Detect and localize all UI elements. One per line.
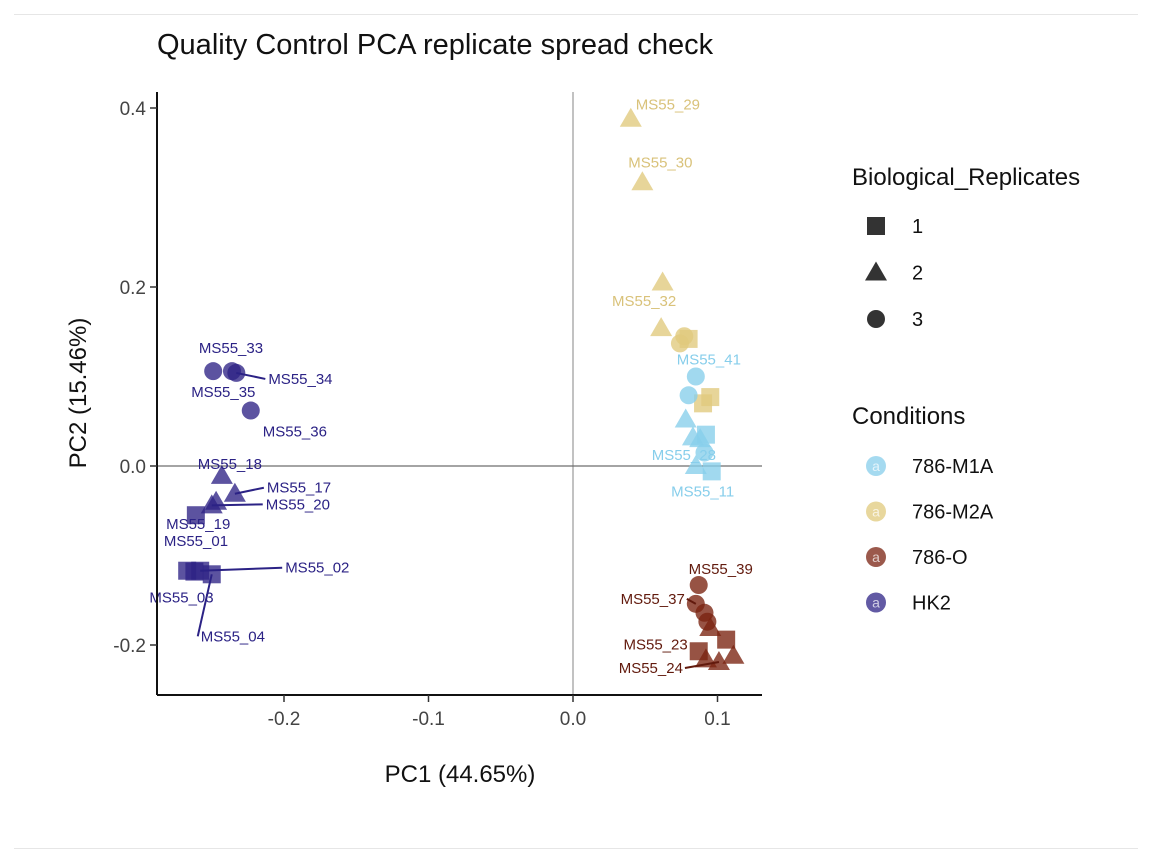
data-point	[674, 408, 697, 428]
data-point	[699, 616, 722, 636]
data-point	[241, 401, 260, 420]
x-tick-label: 0.0	[560, 709, 586, 730]
legend-color-label: 786-M2A	[912, 502, 994, 524]
color-legend: a 786-M1A a 786-M2A a 786-O a HK2	[866, 456, 994, 615]
data-point	[631, 171, 654, 191]
y-tick-label: 0.4	[120, 99, 147, 120]
data-point	[686, 367, 705, 386]
legend-color-swatch	[866, 547, 886, 567]
point-label: MS55_03	[149, 590, 213, 607]
point-label: MS55_11	[671, 483, 734, 500]
data-point	[679, 386, 698, 405]
point-label: MS55_37	[621, 591, 685, 608]
x-tick-label: -0.1	[412, 709, 445, 730]
data-point	[185, 562, 204, 581]
legend-color-swatch	[866, 456, 886, 476]
point-label: MS55_36	[263, 424, 327, 441]
point-label: MS55_23	[623, 636, 687, 653]
data-point	[670, 334, 689, 353]
reference-lines	[157, 92, 762, 695]
point-label: MS55_01	[164, 533, 228, 550]
legend-glyph: a	[872, 549, 880, 565]
point-label: MS55_32	[612, 293, 676, 310]
point-label: MS55_41	[677, 352, 741, 369]
data-point	[200, 494, 223, 514]
label-leader-line	[211, 503, 263, 507]
legend-shape-label: 2	[912, 263, 923, 285]
x-axis-title: PC1 (44.65%)	[385, 761, 536, 788]
legend-glyph: a	[872, 504, 880, 520]
label-leader-line	[236, 371, 266, 380]
top-frame-line	[14, 14, 1138, 15]
data-points	[178, 107, 745, 671]
axes	[156, 92, 762, 696]
shape-legend: 1 2 3	[865, 216, 923, 331]
y-axis-title: PC2 (15.46%)	[65, 318, 92, 469]
point-label: MS55_17	[267, 480, 331, 497]
data-point	[223, 482, 246, 502]
label-leader-line	[200, 566, 283, 572]
label-leader-line	[684, 661, 720, 669]
point-label: MS55_30	[628, 154, 692, 171]
chart-title: Quality Control PCA replicate spread che…	[157, 29, 714, 61]
y-tick-label: 0.2	[120, 278, 146, 299]
point-label: MS55_33	[199, 340, 263, 357]
color-legend-title: Conditions	[852, 403, 965, 430]
data-point	[651, 271, 674, 291]
y-tick-label: -0.2	[113, 636, 146, 657]
legend-shape-square	[867, 217, 885, 235]
point-label: MS55_34	[268, 371, 332, 388]
legend-glyph: a	[872, 458, 880, 474]
data-point	[707, 651, 730, 671]
x-ticks: -0.2 -0.1 0.0 0.1	[268, 695, 731, 730]
data-point	[702, 462, 721, 481]
legend-shape-label: 1	[912, 216, 923, 238]
data-point	[650, 317, 673, 337]
point-label: MS55_20	[266, 496, 330, 513]
label-leader-line	[234, 486, 265, 495]
label-leader-line	[196, 574, 213, 637]
point-label: MS55_24	[619, 660, 683, 677]
legend-shape-circle	[867, 310, 885, 328]
legend-color-label: 786-O	[912, 547, 968, 569]
data-point	[210, 464, 233, 484]
point-label: MS55_04	[201, 628, 265, 645]
data-point	[684, 455, 707, 474]
data-point	[694, 394, 713, 413]
x-tick-label: 0.1	[704, 709, 730, 730]
legend-color-label: 786-M1A	[912, 456, 994, 478]
label-leader-line	[686, 597, 697, 605]
point-label: MS55_18	[198, 456, 262, 473]
legend-color-label: HK2	[912, 593, 951, 615]
x-tick-label: -0.2	[268, 709, 301, 730]
data-point	[186, 506, 205, 525]
data-point	[689, 576, 708, 595]
data-point	[722, 644, 745, 664]
bottom-frame-line	[14, 848, 1138, 849]
legend-shape-triangle	[865, 261, 887, 281]
legend-color-swatch	[866, 501, 886, 522]
label-leader-lines	[196, 371, 720, 669]
data-point	[717, 630, 736, 649]
data-point	[695, 443, 714, 462]
point-label: MS55_39	[689, 561, 753, 578]
data-point	[689, 428, 712, 448]
shape-legend-title: Biological_Replicates	[852, 164, 1080, 191]
data-point	[204, 362, 223, 381]
legend-glyph: a	[872, 595, 880, 611]
point-label: MS55_35	[191, 384, 255, 401]
y-tick-label: 0.0	[120, 457, 146, 478]
point-label: MS55_02	[285, 560, 349, 577]
data-point	[619, 107, 642, 127]
point-label: MS55_29	[636, 97, 700, 114]
point-labels: MS55_29 MS55_30 MS55_32 MS55_41 MS55_28 MS55_…	[149, 97, 752, 677]
y-ticks: -0.2 0.0 0.2 0.4	[113, 99, 157, 657]
point-label: MS55_28	[652, 447, 716, 464]
legend-shape-label: 3	[912, 309, 923, 331]
point-label: MS55_19	[166, 516, 230, 533]
legend-color-swatch	[866, 592, 886, 613]
